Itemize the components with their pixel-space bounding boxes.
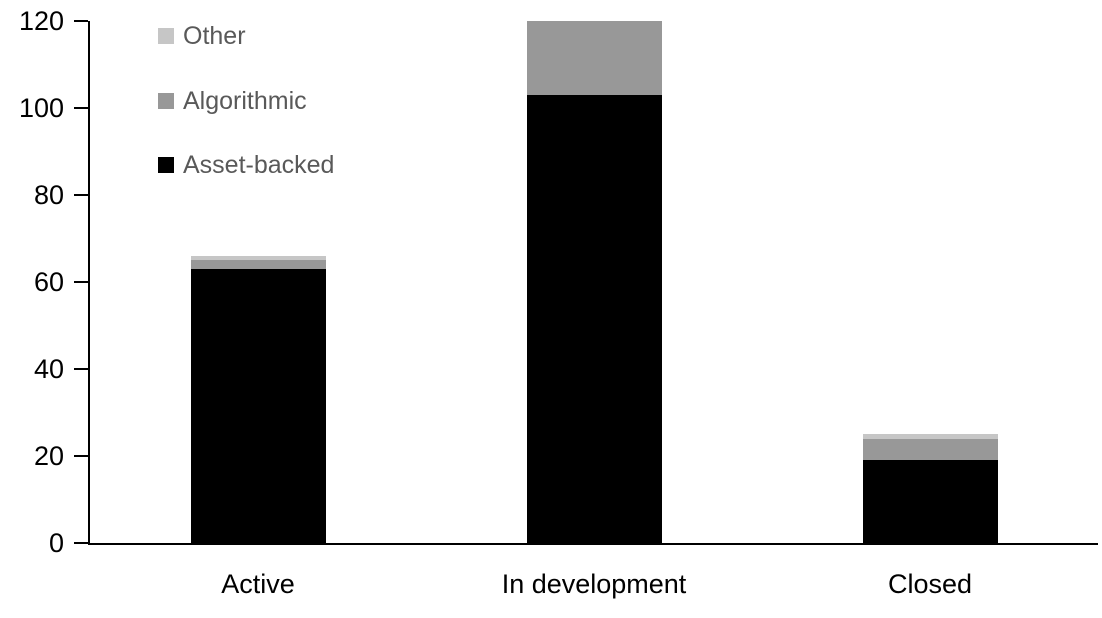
bar-segment-other-active [190,255,326,261]
x-category-label-closed: Closed [887,569,973,599]
legend-item-other: Other [158,22,246,50]
y-tick-label-20: 20 [33,441,64,471]
y-tick-mark-20 [74,455,88,457]
y-tick-mark-100 [74,107,88,109]
y-tick-label-60: 60 [33,267,64,297]
legend-item-algorithmic: Algorithmic [158,86,307,115]
y-tick-mark-60 [74,281,88,283]
y-tick-label-80: 80 [33,180,64,210]
bar-segment-other-closed [862,434,998,439]
legend-label: Algorithmic [183,86,307,115]
legend-label: Asset-backed [183,151,335,179]
legend-item-asset-backed: Asset-backed [158,151,335,179]
y-tick-mark-0 [74,542,88,544]
bar-segment-asset-backed-active [190,268,326,543]
y-tick-mark-120 [74,20,88,22]
bar-segment-asset-backed-closed [862,460,998,543]
bar-segment-algorithmic-closed [862,438,998,461]
y-tick-mark-40 [74,368,88,370]
y-tick-mark-80 [74,194,88,196]
legend-label: Other [183,22,246,50]
bar-segment-asset-backed-in-development [526,94,662,543]
legend-swatch-icon [158,28,174,44]
y-tick-label-40: 40 [33,354,64,384]
y-tick-label-0: 0 [48,528,64,558]
legend-swatch-icon [158,157,174,173]
x-category-label-in-development: In development [501,569,687,599]
y-tick-label-120: 120 [18,6,64,36]
y-axis-line [88,21,90,545]
x-category-label-active: Active [221,569,295,599]
bar-segment-algorithmic-in-development [526,21,662,95]
bar-segment-algorithmic-active [190,260,326,269]
legend-swatch-icon [158,92,174,109]
x-axis-line [88,543,1098,545]
y-tick-label-100: 100 [18,93,64,123]
